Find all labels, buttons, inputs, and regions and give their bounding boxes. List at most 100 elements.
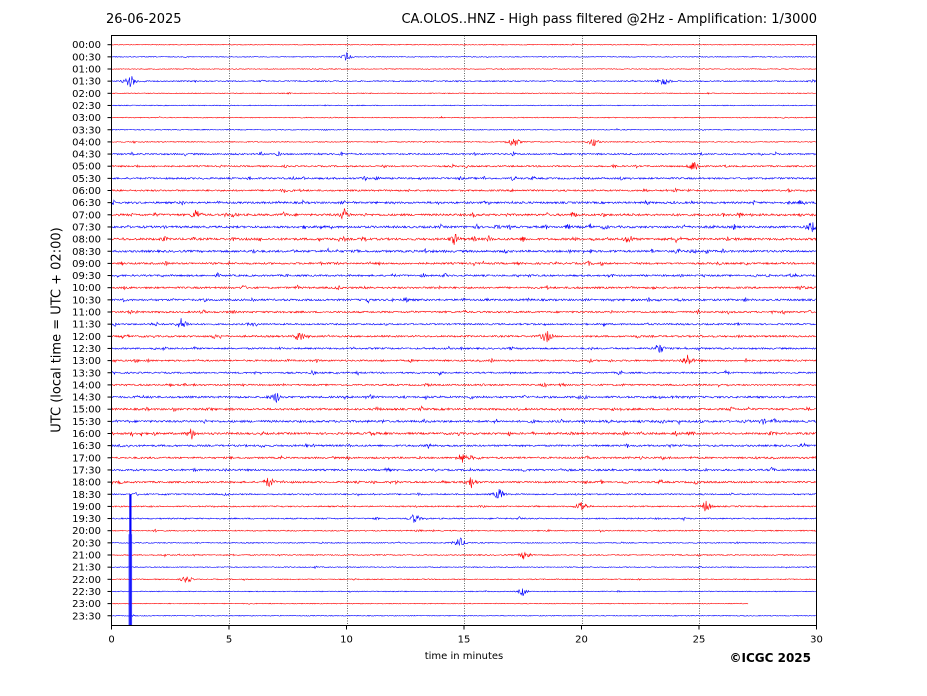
trace-line	[111, 602, 749, 605]
trace-line	[111, 514, 817, 523]
trace-line	[111, 393, 816, 404]
trace-line	[111, 272, 817, 279]
row-label: 14:00	[72, 380, 101, 391]
trace-line	[111, 67, 817, 71]
x-tick-label: 10	[340, 635, 353, 646]
trace-line	[111, 528, 817, 533]
row-label: 10:00	[72, 283, 101, 294]
trace-line	[111, 369, 817, 377]
trace-line	[111, 175, 817, 182]
row-label: 05:30	[72, 174, 101, 185]
trace-line	[111, 565, 817, 569]
trace-line	[111, 477, 817, 489]
trace-line	[111, 551, 817, 560]
grid-lines	[229, 35, 700, 626]
row-label: 17:30	[72, 465, 101, 476]
row-label: 12:30	[72, 344, 101, 355]
trace-line	[111, 233, 817, 245]
trace-line	[111, 428, 817, 440]
x-tick-label: 5	[226, 635, 232, 646]
trace-line	[111, 576, 816, 583]
row-label: 18:00	[72, 478, 101, 489]
trace-line	[111, 466, 816, 473]
row-label: 17:00	[72, 453, 101, 464]
row-label: 03:30	[72, 125, 101, 136]
trace-line	[111, 138, 817, 147]
row-label: 07:00	[72, 210, 101, 221]
trace-line	[111, 344, 817, 353]
chart-title: CA.OLOS..HNZ - High pass filtered @2Hz -…	[401, 12, 817, 27]
row-label: 21:30	[72, 563, 101, 574]
trace-line	[111, 382, 817, 388]
copyright-label: ©ICGC 2025	[729, 651, 811, 665]
row-label: 16:00	[72, 429, 101, 440]
trace-line	[111, 222, 817, 233]
trace-line	[111, 199, 817, 206]
row-label: 16:30	[72, 441, 101, 452]
row-label: 08:00	[72, 235, 101, 246]
trace-line	[111, 500, 817, 512]
x-axis-label: time in minutes	[424, 651, 504, 662]
x-tick-label: 30	[810, 635, 823, 646]
trace-line	[111, 43, 817, 47]
row-label: 08:30	[72, 247, 101, 258]
trace-line	[111, 161, 817, 170]
x-tick-label: 25	[693, 635, 706, 646]
spike-envelope	[128, 534, 133, 626]
row-label: 11:30	[72, 320, 101, 331]
trace-line	[111, 76, 817, 88]
row-label: 02:00	[72, 89, 101, 100]
row-label: 19:30	[72, 514, 101, 525]
row-label: 11:00	[72, 308, 101, 319]
trace-line	[111, 442, 817, 449]
trace-line	[111, 588, 817, 596]
row-label: 04:00	[72, 137, 101, 148]
row-label: 00:00	[72, 40, 101, 51]
row-label: 22:30	[72, 587, 101, 598]
row-label: 22:00	[72, 575, 101, 586]
trace-line	[111, 208, 817, 220]
trace-line	[111, 454, 817, 463]
row-label: 20:00	[72, 526, 101, 537]
trace-line	[111, 297, 817, 304]
row-label: 15:00	[72, 405, 101, 416]
row-label: 15:30	[72, 417, 101, 428]
trace-line	[111, 247, 817, 255]
row-label: 18:30	[72, 490, 101, 501]
row-label: 06:30	[72, 198, 101, 209]
x-axis-ticks: 0 5 10 15 20 25 30	[108, 625, 823, 646]
trace-line	[111, 260, 817, 267]
x-tick-label: 20	[575, 635, 588, 646]
seismic-traces	[111, 43, 817, 617]
row-label: 09:00	[72, 259, 101, 270]
trace-line	[111, 104, 817, 107]
trace-line	[111, 614, 816, 617]
trace-line	[111, 309, 817, 316]
spike-trace	[128, 494, 133, 626]
row-label: 13:30	[72, 368, 101, 379]
row-label: 14:30	[72, 393, 101, 404]
row-label: 21:00	[72, 551, 101, 562]
row-label: 09:30	[72, 271, 101, 282]
trace-line	[111, 128, 817, 131]
row-label: 07:30	[72, 222, 101, 233]
y-axis-label: UTC (local time = UTC + 02:00)	[49, 227, 65, 433]
trace-line	[111, 91, 817, 95]
row-label: 10:30	[72, 295, 101, 306]
trace-line	[111, 318, 816, 328]
x-tick-label: 15	[458, 635, 471, 646]
row-label: 23:00	[72, 599, 101, 610]
x-tick-label: 0	[108, 635, 114, 646]
row-label: 01:00	[72, 65, 101, 76]
trace-line	[111, 284, 817, 291]
row-label: 05:00	[72, 162, 101, 173]
row-label: 04:30	[72, 150, 101, 161]
row-label: 23:30	[72, 611, 101, 622]
row-label: 02:30	[72, 101, 101, 112]
row-label: 19:00	[72, 502, 101, 513]
trace-line	[111, 330, 817, 343]
trace-line	[111, 52, 816, 61]
date-label: 26-06-2025	[106, 12, 182, 27]
